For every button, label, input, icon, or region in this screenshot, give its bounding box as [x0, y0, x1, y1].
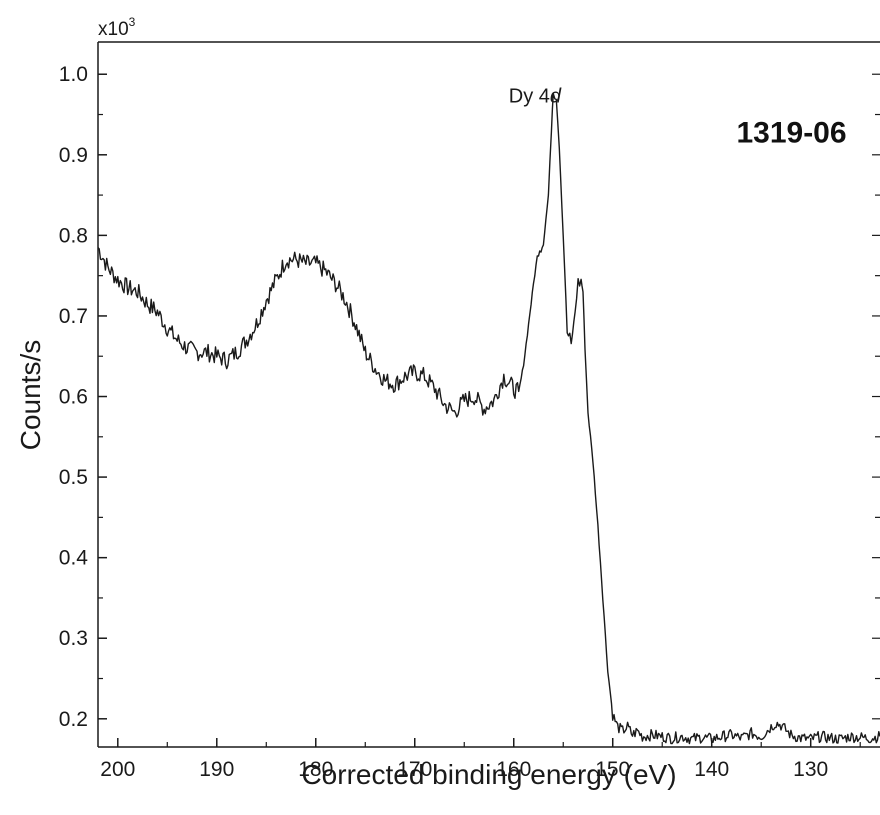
y-tick-label: 0.7 — [59, 305, 88, 328]
y-tick-label: 0.2 — [59, 708, 88, 731]
y-tick-label: 0.3 — [59, 627, 88, 650]
x-tick-label: 200 — [100, 758, 135, 781]
x-tick-label: 180 — [298, 758, 333, 781]
x-tick-label: 130 — [793, 758, 828, 781]
x-tick-label: 190 — [199, 758, 234, 781]
x-axis-ticks: 200 190 180 170 160 150 140 130 — [100, 738, 861, 781]
sample-id-label: 1319-06 — [736, 117, 846, 150]
y-tick-label: 1.0 — [59, 63, 88, 86]
x-tick-label: 140 — [694, 758, 729, 781]
y-multiplier-base: x10 — [98, 19, 129, 40]
y-tick-label: 0.6 — [59, 386, 88, 409]
y-multiplier-label: x103 — [98, 15, 136, 40]
y-tick-label: 0.8 — [59, 224, 88, 247]
series-layer — [97, 92, 880, 745]
y-tick-label: 0.4 — [59, 547, 89, 570]
spectrum-line — [97, 92, 880, 745]
peak-annotation-italic: d — [550, 85, 562, 107]
y-axis-ticks: 0.2 0.3 0.4 0.5 0.6 0.7 0.8 0.9 1.0 — [59, 63, 880, 731]
y-tick-label: 0.9 — [59, 144, 88, 167]
y-multiplier-exponent: 3 — [129, 15, 136, 29]
y-axis-title: Counts/s — [15, 340, 46, 451]
x-tick-label: 160 — [496, 758, 531, 781]
x-axis-title: Corrected binding energy (eV) — [301, 759, 676, 790]
y-tick-label: 0.5 — [59, 466, 88, 489]
plot-frame — [97, 41, 880, 748]
peak-annotation: Dy 4d — [509, 85, 562, 107]
x-tick-label: 170 — [397, 758, 432, 781]
x-tick-label: 150 — [595, 758, 630, 781]
peak-annotation-text: Dy 4 — [509, 85, 550, 107]
